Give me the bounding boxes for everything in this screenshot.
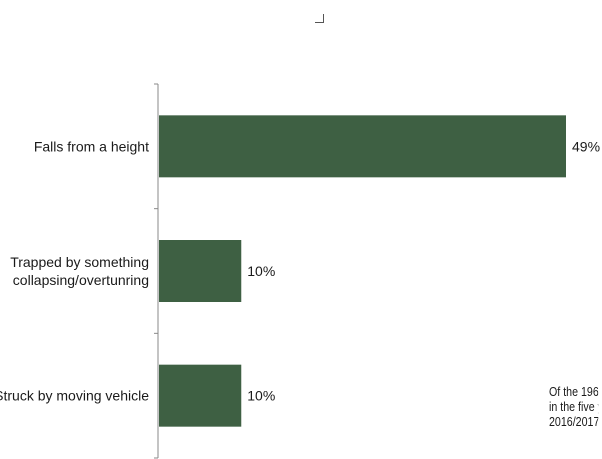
- bar: [159, 115, 566, 178]
- category-label: Falls from a height: [34, 138, 149, 154]
- bar: [159, 240, 242, 302]
- corner-mark: [315, 14, 324, 23]
- value-label: 49%: [572, 138, 600, 154]
- bars-layer: [159, 115, 566, 427]
- category-label-line: collapsing/overtunring: [13, 272, 149, 288]
- axis-layer: [154, 83, 159, 459]
- annotation-line: in the five y: [549, 399, 599, 414]
- value-label: 10%: [247, 263, 275, 279]
- category-label-line: Struck by moving vehicle: [0, 388, 149, 404]
- labels-layer: 49% Falls from a height 10% Trapped by some…: [0, 138, 600, 403]
- category-label-line: Trapped by something: [10, 254, 149, 270]
- annotation-note: Of the 196 in the five y 2016/2017: [549, 384, 598, 429]
- annotation-line: 2016/2017: [549, 414, 599, 429]
- annotation-line: Of the 196: [549, 384, 599, 399]
- value-label: 10%: [247, 388, 275, 404]
- category-label: Struck by moving vehicle: [0, 388, 149, 404]
- bar: [159, 364, 242, 427]
- category-label-line: Falls from a height: [34, 138, 149, 154]
- category-label: Trapped by something collapsing/overtunri…: [10, 254, 149, 288]
